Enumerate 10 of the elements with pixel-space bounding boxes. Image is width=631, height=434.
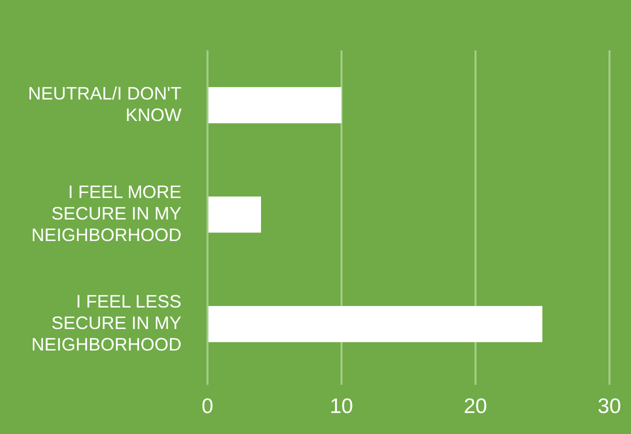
x-tick-label: 30 (598, 395, 621, 418)
y-tick-label: NEUTRAL/I DON'T KNOW (28, 83, 182, 125)
bar (208, 306, 542, 342)
y-tick-label: I FEEL MORE SECURE IN MY NEIGHBORHOOD (31, 182, 182, 246)
x-tick-label: 20 (464, 395, 488, 418)
bar (208, 87, 342, 124)
x-tick-label: 0 (202, 395, 214, 418)
bar (208, 196, 262, 233)
x-tick-label: 10 (330, 395, 354, 418)
y-tick-label: I FEEL LESS SECURE IN MY NEIGHBORHOOD (31, 291, 182, 355)
